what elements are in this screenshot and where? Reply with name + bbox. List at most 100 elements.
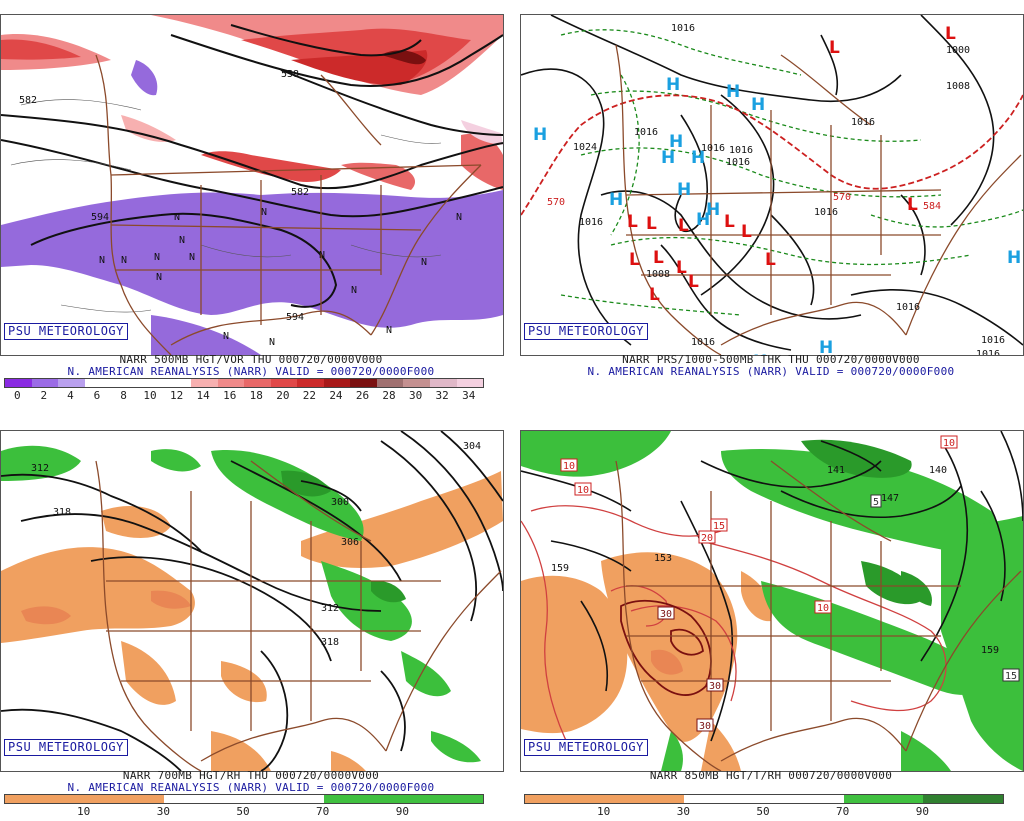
thickness-label: 570 [547,197,565,208]
colorbar-label: 50 [236,805,250,818]
colorbar-label: 30 [408,389,423,402]
thickness-labels: 570 570 584 [547,192,941,212]
contour-label: 582 [291,187,309,198]
colorbar-label: 6 [93,389,101,402]
colorbar-swatch [403,795,484,803]
svg-text:30: 30 [660,609,672,620]
low-center: L [688,272,699,292]
dry-regions [1,471,503,771]
colorbar-labels: 0 2 4 6 8 10 12 14 16 18 20 22 24 26 28 30 32 34 [4,389,482,402]
contour-label: 140 [929,465,947,476]
colorbar-label: 30 [676,805,690,818]
temp-box: 5 [870,494,882,508]
colorbar-swatch [270,379,298,387]
map-850mb: 159 153 141 140 147 159 10 10 10 15 20 3… [520,430,1024,772]
colorbar-swatch [843,795,924,803]
temperature-contours [521,505,947,752]
low-center: L [653,248,664,268]
vorticity-mark: N [99,255,105,266]
panel-caption: NARR PRS/1000-500MB THK THU 000720/0000V… [622,353,920,366]
vorticity-mark: N [319,250,325,261]
svg-text:30: 30 [699,721,711,732]
high-center: H [751,95,765,115]
temp-box: 20 [698,530,716,544]
panel-subcaption: N. AMERICAN REANALYSIS (NARR) VALID = 00… [587,365,955,378]
geography-lines [615,44,1022,355]
rh850-map-svg: 159 153 141 140 147 159 10 10 10 15 20 3… [521,431,1023,771]
vorticity-map-svg: 582 582 558 594 594 N N N N N N N N N N … [1,15,503,355]
contour-label: 558 [281,69,299,80]
contour-labels-700mb: 312 318 300 306 312 318 304 [31,441,481,648]
colorbar-label: 2 [40,389,48,402]
temp-box: 30 [706,678,724,692]
isobar-labels: 1016 1016 1016 1016 1016 1016 1016 1016 … [573,23,1005,355]
colorbar-swatch [217,379,245,387]
warm-temperature-contours [620,599,712,696]
temp-box: 10 [814,600,832,614]
high-center: H [666,75,680,95]
colorbar-label: 34 [462,389,476,402]
isobar-label: 1016 [981,335,1005,346]
colorbar-label: 10 [77,805,91,818]
colorbar-swatch [164,795,245,803]
high-pressure-centers: H H H H H H H H H H H H H H [533,75,1021,355]
temp-box: 15 [710,518,728,532]
high-center: H [726,82,740,102]
isobar-label: 1016 [896,302,920,313]
panel-700mb: 312 318 300 306 312 318 304 PSU METEOROL… [0,416,506,821]
colorbar-label: 30 [156,805,170,818]
low-pressure-centers: L L L L L L L L L L L L L L [627,24,956,305]
contour-label: 318 [321,637,339,648]
thickness-label: 570 [833,192,851,203]
vorticity-mark: N [154,252,160,263]
svg-text:15: 15 [1005,671,1017,682]
contour-label: 159 [551,563,569,574]
isobar-label: 1016 [691,337,715,348]
geography-lines [615,460,1022,771]
svg-text:10: 10 [943,438,955,449]
panel-caption: NARR 850MB HGT/T/RH 000720/0000V000 [649,769,893,782]
contour-labels-850mb: 159 153 141 140 147 159 [551,465,999,656]
colorbar-label: 12 [169,389,184,402]
vorticity-mark: N [386,325,392,336]
low-center: L [676,258,687,278]
isobar-label: 1016 [976,349,1000,355]
colorbar-label: 0 [13,389,21,402]
isobar-label: 1016 [814,207,838,218]
thickness-570-line [521,94,1023,216]
map-pressure-thickness: H H H H H H H H H H H H H H L L L L L [520,14,1024,356]
very-dry-regions [21,590,191,625]
temperature-labels: 10 10 10 15 20 30 30 30 10 15 10 5 [560,435,1020,732]
low-center: L [629,250,640,270]
isobar-label: 1016 [701,143,725,154]
contour-label: 153 [654,553,672,564]
low-center: L [765,250,776,270]
colorbar-swatch [111,379,138,387]
rh700-map-svg: 312 318 300 306 312 318 304 [1,431,503,771]
colorbar [4,378,484,388]
negative-vorticity-regions [1,60,503,355]
colorbar-label: 16 [223,389,237,402]
vorticity-mark: N [156,272,162,283]
vorticity-contours [10,99,442,313]
low-center: L [741,222,752,242]
colorbar-label: 32 [435,389,449,402]
vorticity-mark: N [269,337,275,348]
panel-850mb: 159 153 141 140 147 159 10 10 10 15 20 3… [520,416,1024,821]
low-center: L [945,24,956,44]
colorbar-swatch [164,379,191,387]
colorbar-swatch [403,379,430,387]
psu-badge: PSU METEOROLOGY [4,323,128,340]
colorbar-swatch [456,379,484,387]
contour-label: 304 [463,441,481,452]
colorbar [524,794,1004,804]
high-center: H [691,148,705,168]
isobar-label: 1016 [579,217,603,228]
isobar-label: 1000 [946,45,970,56]
colorbar-swatch [323,795,404,803]
very-dry-regions [651,649,683,675]
high-center: H [696,210,710,230]
colorbar-labels: 10 30 50 70 90 [4,805,482,818]
colorbar-swatch [350,379,377,387]
high-center: H [819,338,833,355]
